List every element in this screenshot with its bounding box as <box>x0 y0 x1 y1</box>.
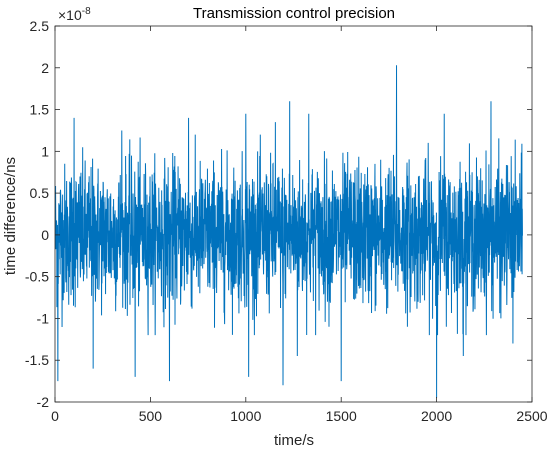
y-tick-label: 2.5 <box>30 18 50 34</box>
chart-title: Transmission control precision <box>193 5 395 22</box>
y-tick-label: -0.5 <box>25 269 49 285</box>
y-axis: -2 -1.5 -1 -0.5 0 0.5 1 1.5 2 2.5 <box>25 18 532 410</box>
plot-area <box>54 25 533 403</box>
x-axis: 0 500 1000 1500 2000 2500 <box>51 26 548 424</box>
x-tick-label: 2000 <box>421 408 452 424</box>
y-tick-label: -1 <box>37 310 50 326</box>
y-exponent-base: ×10 <box>58 7 82 23</box>
y-tick-label: 1 <box>41 143 49 159</box>
y-tick-label: 0 <box>41 227 49 243</box>
y-axis-label: time difference/ns <box>2 157 19 275</box>
y-exponent-power: -8 <box>82 6 91 17</box>
axes-frame <box>54 25 533 403</box>
x-tick-label: 2500 <box>516 408 547 424</box>
x-tick-label: 0 <box>51 408 59 424</box>
y-exponent-label: ×10-8 <box>58 6 91 23</box>
y-tick-label: -2 <box>37 394 50 410</box>
x-tick-label: 500 <box>139 408 163 424</box>
x-axis-label: time/s <box>274 432 314 449</box>
y-tick-label: -1.5 <box>25 352 49 368</box>
x-tick-label: 1500 <box>326 408 357 424</box>
x-tick-label: 1000 <box>230 408 261 424</box>
y-tick-label: 2 <box>41 60 49 76</box>
y-tick-label: 1.5 <box>30 102 50 118</box>
y-tick-label: 0.5 <box>30 185 50 201</box>
series-line <box>55 65 523 398</box>
